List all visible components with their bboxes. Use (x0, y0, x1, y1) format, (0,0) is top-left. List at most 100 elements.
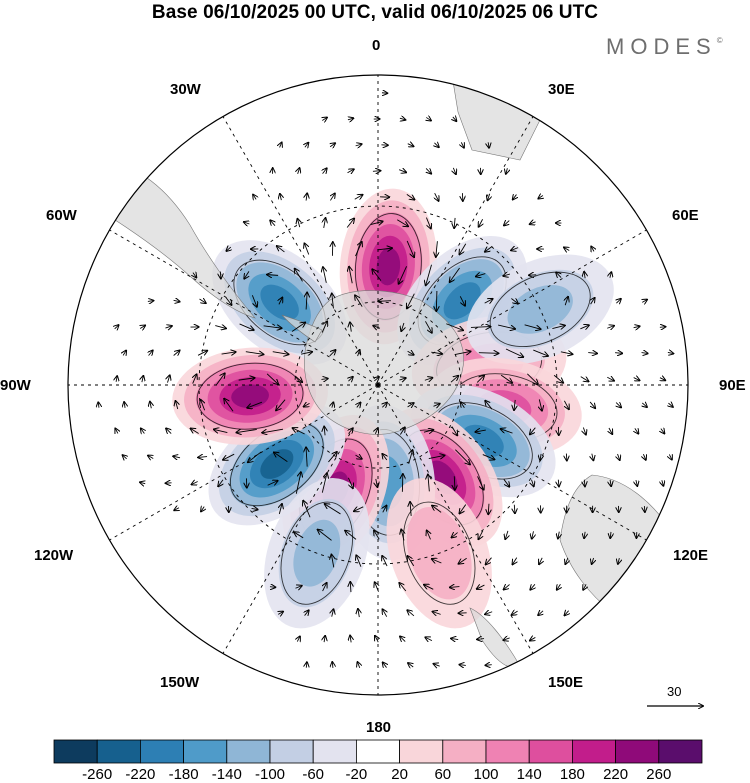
wind-arrow (524, 324, 541, 329)
colorbar-tick-label: -20 (345, 766, 368, 783)
wind-arrow (262, 428, 284, 433)
wind-arrow (332, 402, 333, 407)
wind-arrow (279, 298, 282, 305)
lon-label-120w: 120W (34, 547, 74, 564)
wind-arrow (565, 611, 569, 616)
colorbar-tick-label: 260 (646, 766, 672, 783)
colorbar-tick-label: -60 (302, 766, 325, 783)
colorbar-tick-label: 20 (391, 766, 408, 783)
map-border (67, 74, 689, 696)
wind-arrow (269, 587, 275, 588)
wind-arrow (434, 143, 438, 147)
wind-arrow (616, 299, 620, 303)
wind-arrow (324, 636, 325, 643)
wind-arrow (433, 612, 441, 615)
wind-arrow (294, 532, 304, 539)
wind-arrow (591, 298, 595, 305)
wind-arrow (382, 556, 388, 567)
colorbar-swatch (53, 739, 98, 764)
wind-arrow (584, 531, 585, 538)
wind-arrow (238, 378, 255, 380)
wind-arrow (513, 557, 517, 565)
wind-arrow (370, 221, 383, 224)
wind-arrow (173, 350, 180, 355)
wind-arrow (267, 275, 279, 276)
wind-arrow (610, 531, 611, 538)
wind-arrow (325, 504, 341, 515)
wind-arrow (642, 300, 647, 303)
wind-arrow (400, 636, 405, 641)
wind-arrow (399, 266, 407, 283)
wind-arrow (504, 585, 510, 590)
wind-arrow (539, 399, 542, 410)
wind-arrow (530, 637, 535, 640)
wind-arrow (659, 327, 666, 328)
wind-arrow (668, 403, 672, 407)
wind-arrow (295, 472, 301, 494)
wind-arrow (328, 452, 336, 463)
wind-arrow (636, 479, 637, 486)
wind-arrow (274, 452, 288, 462)
wind-arrow (373, 326, 381, 329)
wind-arrow (454, 217, 455, 228)
wind-arrow (270, 220, 275, 225)
brand-mark: © (716, 36, 723, 45)
wind-arrow (291, 323, 305, 332)
wind-arrow (461, 402, 465, 407)
wind-arrow (115, 429, 118, 434)
wind-arrow (424, 378, 433, 380)
wind-arrow (538, 611, 543, 615)
wind-arrow (301, 352, 312, 354)
wind-arrow (324, 427, 325, 436)
wind-arrow (556, 272, 561, 277)
wind-arrow (272, 352, 289, 355)
meridian-line (377, 384, 647, 541)
wind-arrow (191, 428, 199, 434)
wind-arrow (511, 299, 518, 304)
colorbar-swatch (442, 739, 487, 764)
wind-arrow (511, 248, 519, 251)
wind-arrow (450, 587, 460, 588)
wind-arrow (331, 555, 333, 568)
wind-arrow (501, 429, 513, 434)
wind-arrow (354, 507, 364, 511)
wind-arrow (298, 168, 300, 175)
wind-arrow (396, 219, 408, 227)
wind-arrow (425, 217, 430, 229)
wind-arrow (198, 457, 208, 458)
wind-arrow (147, 301, 153, 302)
wind-arrow (407, 293, 415, 309)
wind-arrow (482, 454, 495, 460)
wind-arrow (402, 474, 403, 492)
wind-arrow (278, 612, 283, 615)
wind-arrow (293, 428, 305, 435)
wind-arrow (407, 610, 415, 617)
wind-arrow (459, 557, 467, 563)
wind-arrow (450, 376, 458, 383)
lon-label-60e: 60E (672, 207, 699, 224)
wind-arrow (607, 326, 614, 328)
wind-arrow (669, 454, 672, 459)
wind-arrow (332, 609, 334, 617)
wind-arrow (436, 291, 437, 311)
wind-arrow (140, 482, 145, 483)
wind-arrow (484, 299, 493, 303)
colorbar-swatch (658, 739, 703, 764)
wind-arrow (173, 456, 181, 458)
wind-arrow (220, 271, 221, 279)
colorbar-tick-label: -260 (82, 766, 113, 783)
wind-arrow (427, 531, 431, 540)
wind-arrow (332, 662, 333, 668)
wind-arrow (357, 662, 359, 669)
wind-arrow (348, 377, 352, 381)
wind-arrow (304, 403, 310, 406)
wind-arrow (305, 610, 309, 615)
wind-arrow (485, 665, 492, 666)
colorbar-tick-labels: -260 -220 -180 -140 -100 -60 -20 20 60 100 140 180 2… (0, 767, 750, 783)
wind-arrow (376, 478, 378, 487)
wind-arrow (245, 352, 264, 355)
wind-arrow (358, 350, 360, 357)
wind-arrow (323, 583, 327, 592)
wind-arrow (401, 322, 404, 331)
anomaly-center-positive-11 (172, 347, 328, 445)
